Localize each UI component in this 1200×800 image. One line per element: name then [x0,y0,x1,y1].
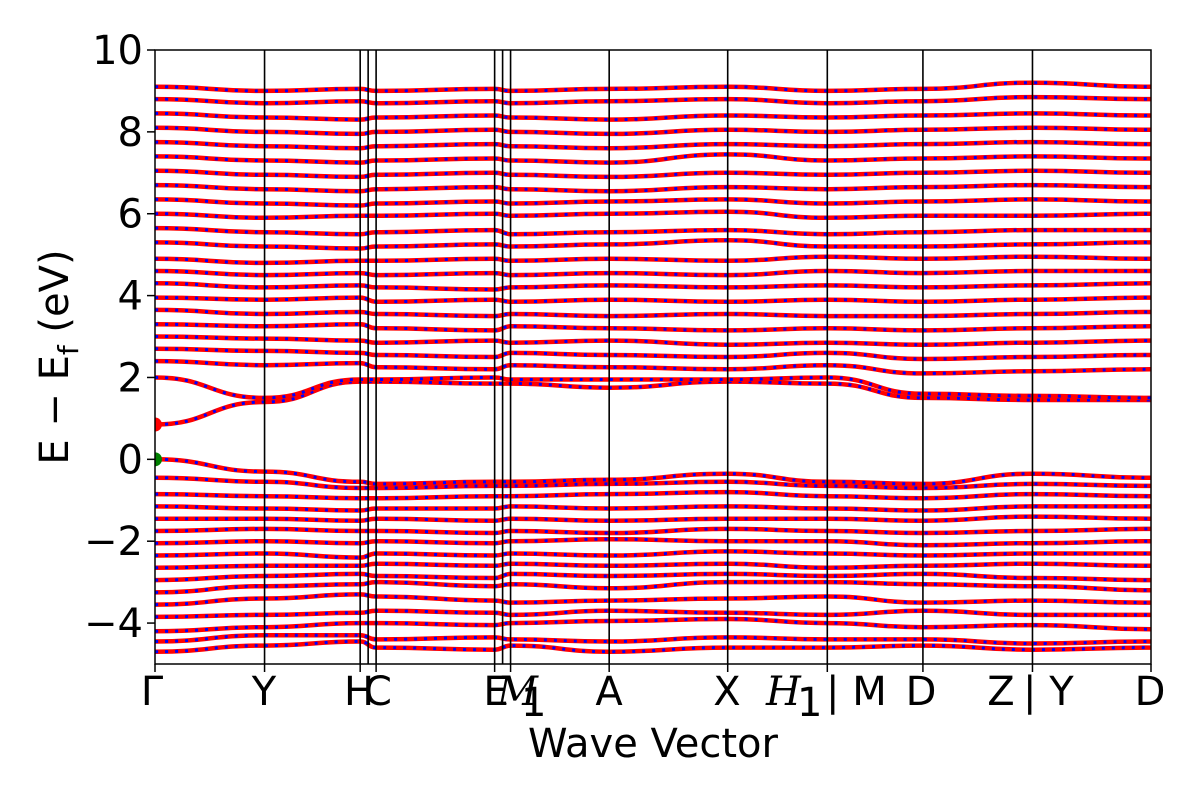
high-symmetry-lines [263,50,1034,664]
band-line-up [155,514,1151,523]
band-line-up [155,504,1151,513]
y-axis-title-subscript: f [52,344,85,355]
band-line-down [155,580,1151,594]
kpoint-label-m1: M [496,669,539,715]
band-line-up [155,268,1151,278]
band-lines [155,80,1151,654]
band-line-down [155,380,1151,426]
band-line-down [155,537,1151,547]
band-line-up [155,571,1151,583]
y-tick-label: 4 [118,274,143,320]
x-axis-ticks [154,664,1152,672]
x-axis-title: Wave Vector [528,721,779,767]
band-line-down [155,617,1151,633]
band-line-down [155,633,1151,646]
band-line-up [155,592,1151,607]
band-line-down [155,126,1151,136]
band-line-up [155,80,1151,94]
band-line-up [155,238,1151,251]
band-line-up [155,536,1151,548]
band-line-down [155,375,1151,400]
band-line-up [155,334,1151,347]
band-line-up [155,549,1151,560]
band-line-up [155,152,1151,165]
kpoint-label-x: X [713,669,740,715]
band-line-down [155,592,1151,607]
band-line-up [155,254,1151,266]
y-axis-title: E − Ef (eV) [32,249,85,464]
band-line-up [155,346,1151,362]
band-line-down [155,335,1151,347]
band-line-down [155,549,1151,560]
y-tick-label: 2 [118,355,143,401]
band-line-down [155,140,1151,150]
band-line-down [155,152,1151,165]
band-line-up [155,197,1151,208]
band-line-up [155,111,1151,122]
band-line-up [155,561,1151,571]
band-line-up [155,579,1151,595]
band-line-up [155,608,1151,620]
band-line-down [155,169,1151,179]
band-line-down [155,81,1151,93]
band-line-up [155,616,1151,634]
kpoint-label-h1: H [765,669,802,715]
band-line-up [155,457,1151,487]
y-tick-label: 8 [118,110,143,156]
plot-frame [154,49,1152,665]
band-line-up [155,225,1151,237]
band-line-up [155,125,1151,137]
band-line-up [155,489,1151,501]
y-tick-label: −4 [84,601,143,647]
y-tick-label: 6 [118,192,143,238]
svg-text:E − Ef (eV): E − Ef (eV) [32,249,85,464]
band-line-up [155,295,1151,304]
y-axis-title-unit: (eV) [32,249,78,345]
band-line-down [155,527,1151,535]
vbm-marker [155,452,162,467]
kpoint-label-y2: | Y [1023,669,1074,715]
y-tick-label: 10 [92,28,143,74]
band-line-down [155,183,1151,193]
y-tick-label: 0 [118,437,143,483]
kpoint-label-d2: D [1135,669,1166,715]
band-line-up [155,94,1151,106]
band-line-up [155,358,1151,376]
band-line-up [155,526,1151,536]
kpoint-label-a: A [595,669,623,715]
kpoint-label-m: | M [826,669,887,715]
band-line-down [155,476,1151,490]
kpoint-label-z: Z [987,669,1014,715]
band-line-up [155,168,1151,180]
band-line-up [155,209,1151,221]
band-line-up [155,281,1151,292]
band-line-down [155,238,1151,251]
y-axis-ticks: −4 −2 0 2 4 6 8 10 [84,28,155,647]
kpoint-label-h1-subscript: 1 [797,680,822,726]
band-line-up [155,307,1151,319]
cbm-marker [155,417,162,432]
band-line-down [155,639,1151,654]
kpoint-label-d: D [906,669,937,715]
kpoint-label-h: H [344,669,374,715]
band-line-down [155,347,1151,361]
kpoint-label-y: Y [251,669,277,715]
band-line-up [155,379,1151,427]
band-line-down [155,111,1151,122]
band-line-up [155,182,1151,194]
y-tick-label: −2 [84,519,143,565]
kpoint-label-e: E [483,669,508,715]
band-edge-markers [155,417,162,467]
y-axis-title-main: E − E [32,355,78,465]
kpoint-label-c: C [364,669,392,715]
band-line-up [155,139,1151,151]
kpoint-label-gamma: Γ [141,669,164,715]
kpoint-label-m1-subscript: 1 [521,680,546,726]
band-line-up [155,322,1151,333]
